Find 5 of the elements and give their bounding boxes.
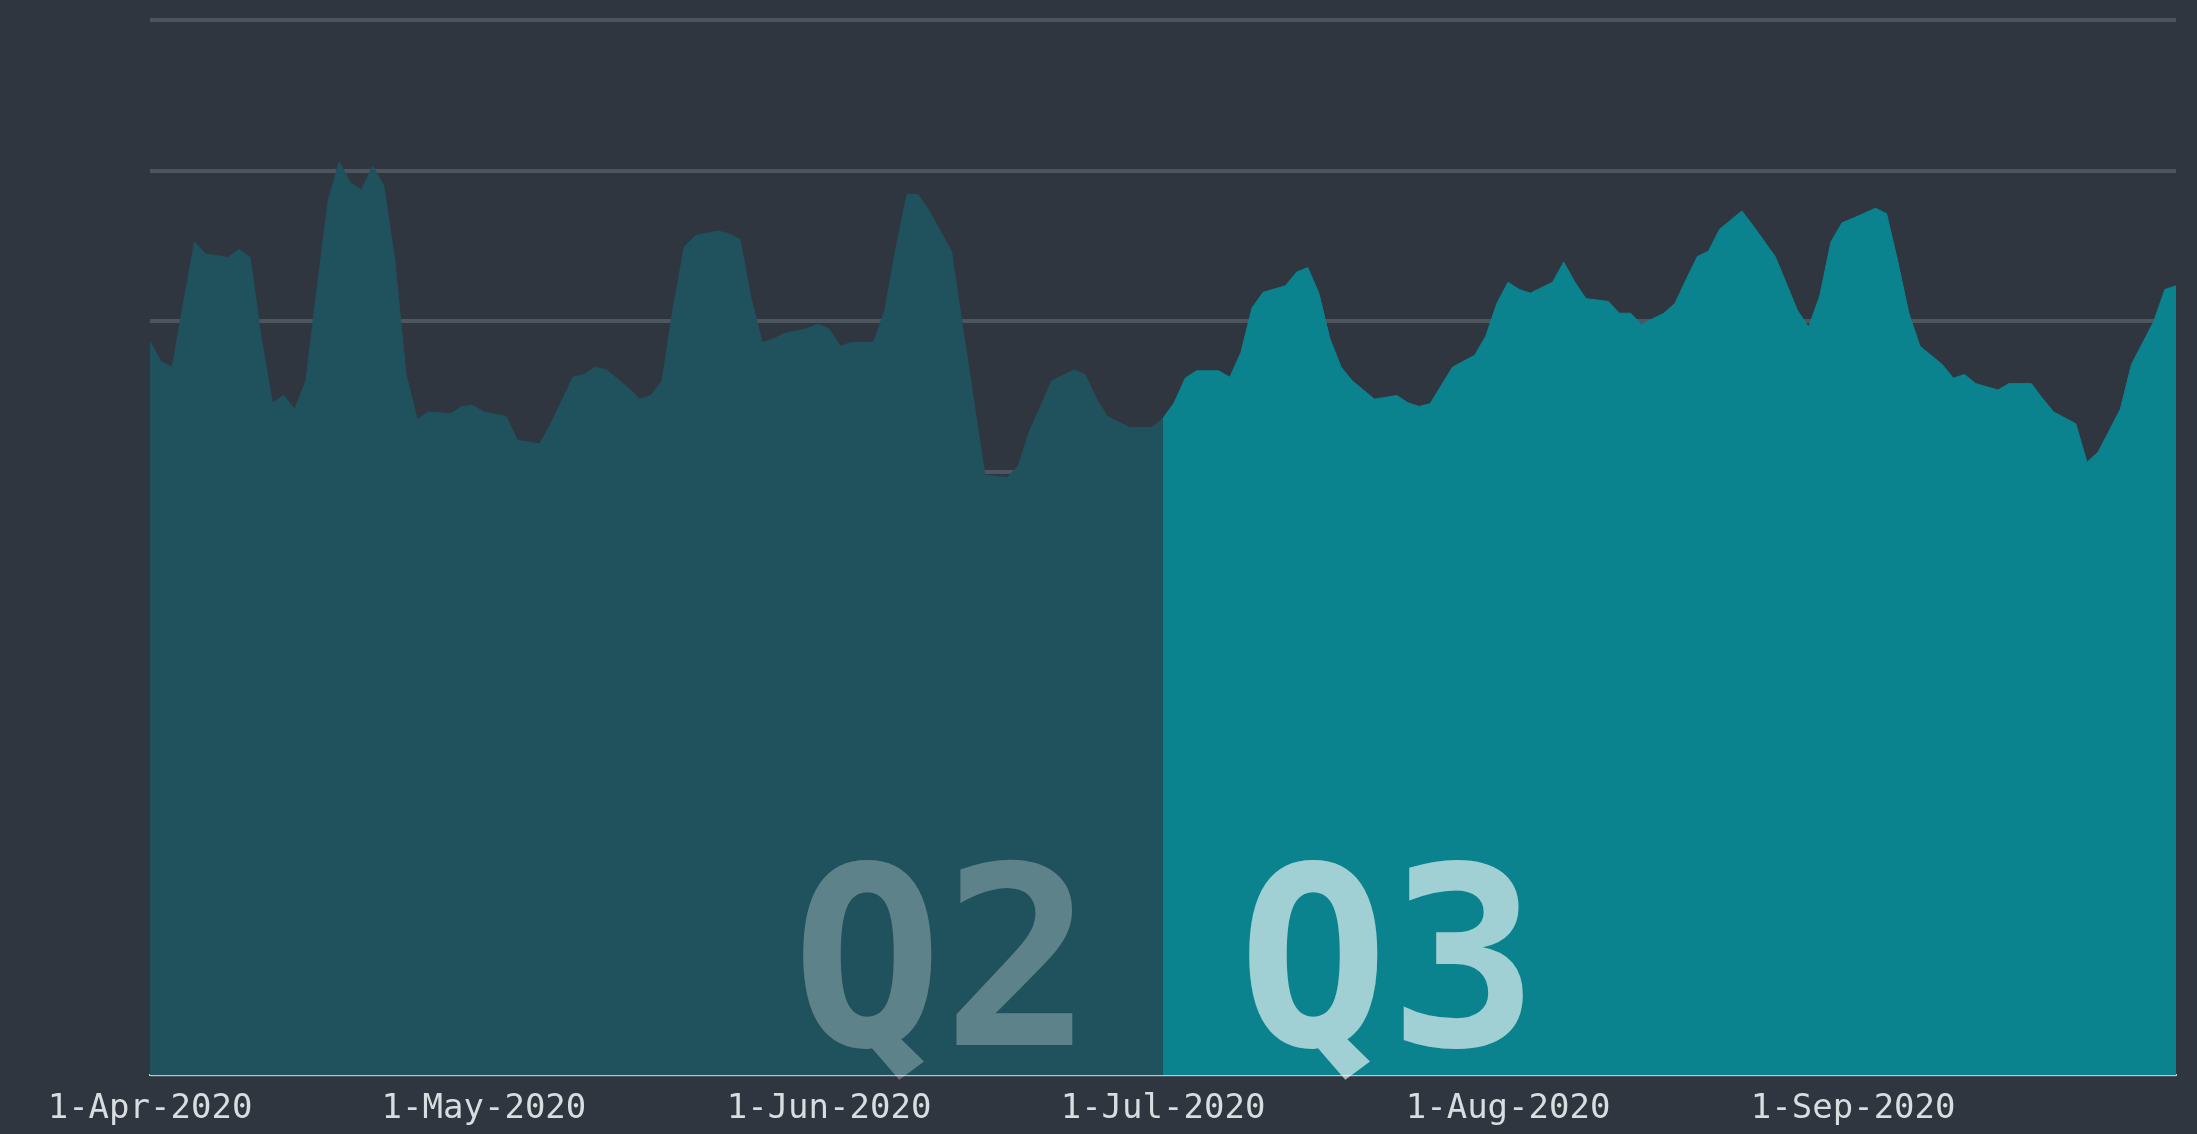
x-tick-label: 1-Aug-2020 [1405,1086,1611,1127]
x-tick-label: 1-Jul-2020 [1060,1086,1266,1127]
x-tick-label: 1-May-2020 [381,1086,587,1127]
x-tick-label: 1-Sep-2020 [1750,1086,1956,1127]
x-tick-label: 1-Apr-2020 [47,1086,253,1127]
